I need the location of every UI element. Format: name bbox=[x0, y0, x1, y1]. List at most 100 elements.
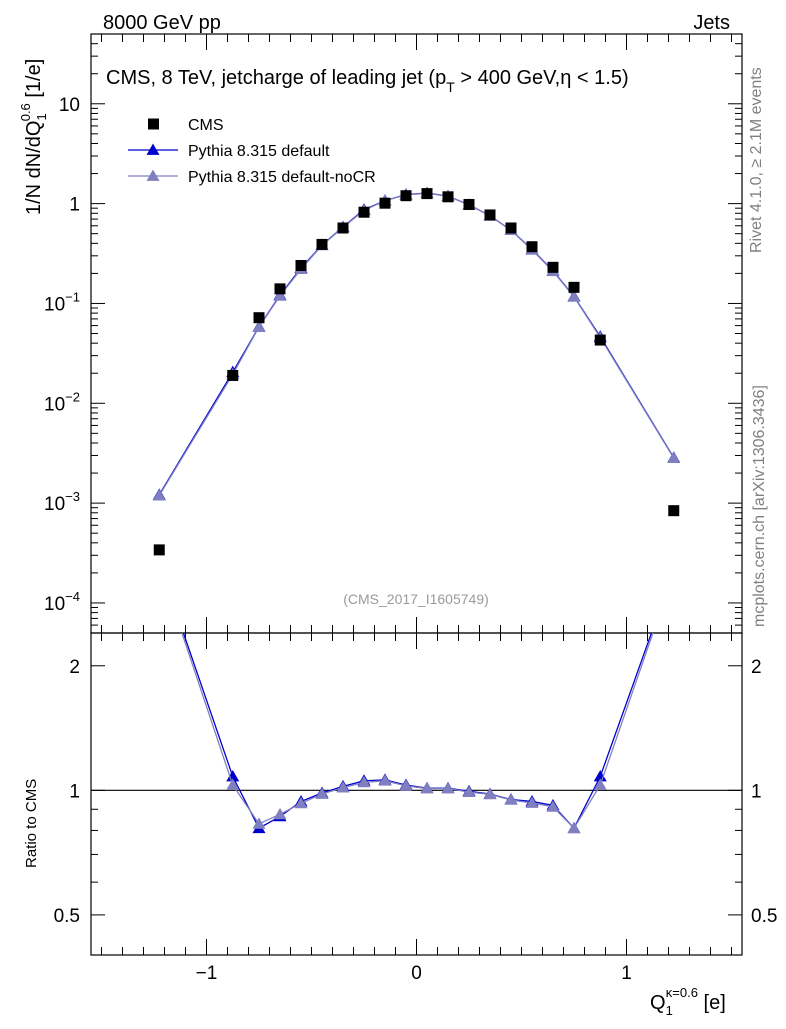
pythia-nocr-ratio-point bbox=[336, 781, 350, 793]
y-tick-label-exponent: −2 bbox=[65, 389, 80, 404]
x-tick-label: 1 bbox=[621, 963, 632, 984]
ratio-tick-label-right: 1 bbox=[751, 781, 762, 802]
pythia-nocr-ratio-point bbox=[399, 779, 413, 791]
pythia-nocr-ratio-point bbox=[315, 787, 329, 799]
pythia-default-ratio-point bbox=[153, 556, 166, 567]
cms-data-point bbox=[316, 238, 328, 250]
x-label-subscript: 1 bbox=[666, 1003, 673, 1018]
y-tick-label: 10−1 bbox=[44, 289, 80, 315]
pythia-default-ratio-point bbox=[226, 770, 240, 782]
ratio-tick-label: 0.5 bbox=[54, 906, 80, 927]
y-tick-label-base: 10 bbox=[59, 95, 80, 116]
cms-data-point bbox=[442, 191, 454, 203]
rivet-version-label: Rivet 4.1.0, ≥ 2.1M events bbox=[748, 67, 765, 253]
pythia-nocr-ratio-point bbox=[153, 559, 166, 570]
legend-cms-marker bbox=[148, 118, 159, 130]
plot-title-subscript: T bbox=[446, 79, 455, 95]
y-tick-label-base: 10 bbox=[44, 594, 65, 615]
y-tick-label-exponent: −1 bbox=[65, 289, 80, 304]
main-y-axis-label: 1/N dN/dQ10.6 [1/e] bbox=[18, 59, 49, 215]
cms-data-point bbox=[547, 261, 559, 273]
pythia-nocr-ratio-point bbox=[252, 817, 266, 829]
pythia-nocr-ratio-point bbox=[667, 567, 680, 578]
x-axis: −1 0 1 bbox=[101, 34, 732, 984]
pythia-nocr-point bbox=[252, 320, 266, 332]
y-tick-label-base: 1 bbox=[69, 195, 80, 216]
y-tick-label-exponent: −3 bbox=[65, 489, 80, 504]
pythia-nocr-point bbox=[567, 290, 581, 302]
x-label-superscript: κ=0.6 bbox=[666, 985, 698, 1000]
legend: CMS Pythia 8.315 default Pythia 8.315 defa… bbox=[128, 117, 376, 186]
y-tick-label: 10 bbox=[59, 95, 80, 116]
x-tick-label: −1 bbox=[196, 963, 218, 984]
y-tick-label-base: 10 bbox=[44, 494, 65, 515]
ratio-plot-frame bbox=[90, 632, 743, 956]
pythia-nocr-ratio-point bbox=[420, 782, 434, 794]
plot-title-text: CMS, 8 TeV, jetcharge of leading jet (p bbox=[106, 67, 446, 89]
cms-data-point bbox=[253, 312, 265, 324]
pythia-nocr-ratio-point bbox=[273, 807, 287, 820]
y-label-subscript: 1 bbox=[34, 113, 49, 120]
ratio-y-axis: 0.5 0.5 1 1 2 2 bbox=[54, 657, 777, 956]
cms-data-point bbox=[526, 241, 538, 253]
cms-data-point bbox=[421, 188, 433, 200]
cms-data-point bbox=[568, 281, 580, 293]
pythia-nocr-ratio-point bbox=[441, 782, 455, 794]
ratio-tick-label-right: 0.5 bbox=[751, 906, 777, 927]
x-axis-label: Q1 κ=0.6 [e] bbox=[650, 985, 726, 1018]
pythia-nocr-ratio-point bbox=[294, 796, 308, 809]
pythia-nocr-ratio-point bbox=[226, 778, 240, 790]
pythia-nocr-ratio-point bbox=[504, 793, 518, 805]
cms-data-point bbox=[153, 544, 165, 556]
x-tick-label: 0 bbox=[411, 963, 422, 984]
cms-data-point bbox=[484, 209, 496, 221]
legend-entry-label: Pythia 8.315 default-noCR bbox=[188, 169, 376, 186]
cms-data-point bbox=[227, 369, 239, 381]
y-tick-label: 10−4 bbox=[44, 589, 80, 615]
header-group-label: Jets bbox=[693, 12, 730, 34]
plot-title-rest: > 400 GeV,η < 1.5) bbox=[455, 67, 629, 89]
plot-title: CMS, 8 TeV, jetcharge of leading jet (pT… bbox=[106, 67, 629, 95]
ratio-y-axis-label: Ratio to CMS bbox=[23, 779, 40, 868]
pythia-nocr-ratio-point bbox=[525, 796, 539, 808]
ratio-tick-label: 2 bbox=[69, 657, 80, 678]
legend-default-marker bbox=[146, 143, 160, 155]
pythia-nocr-point bbox=[152, 489, 166, 501]
y-tick-label-base: 10 bbox=[44, 394, 65, 415]
legend-entry-label: Pythia 8.315 default bbox=[188, 143, 330, 160]
pythia-nocr-ratio-point bbox=[567, 821, 581, 834]
analysis-watermark: (CMS_2017_I1605749) bbox=[343, 591, 489, 607]
legend-nocr-marker bbox=[146, 169, 160, 181]
cms-data-point bbox=[337, 222, 349, 234]
header-energy-label: 8000 GeV pp bbox=[103, 12, 221, 34]
cms-data-point bbox=[668, 505, 680, 517]
pythia-nocr-ratio-point bbox=[483, 787, 497, 800]
cms-data-point bbox=[295, 259, 307, 271]
cms-data-point bbox=[379, 197, 391, 209]
ratio-data-layer bbox=[153, 556, 680, 834]
y-tick-label: 1 bbox=[69, 195, 80, 216]
pythia-nocr-point bbox=[667, 451, 681, 464]
y-tick-label: 10−3 bbox=[44, 489, 80, 515]
y-tick-label-base: 10 bbox=[44, 294, 65, 315]
y-label-unit: [1/e] bbox=[23, 59, 45, 103]
mcplots-label: mcplots.cern.ch [arXiv:1306.3436] bbox=[751, 385, 768, 627]
pythia-nocr-ratio-point bbox=[357, 775, 371, 788]
ratio-tick-label: 1 bbox=[69, 781, 80, 802]
cms-data-point bbox=[594, 334, 606, 346]
cms-data-point bbox=[274, 283, 286, 295]
legend-entry-label: CMS bbox=[188, 117, 224, 134]
pythia-default-ratio-point bbox=[593, 770, 607, 782]
pythia-nocr-ratio-point bbox=[593, 778, 607, 790]
y-tick-label: 10−2 bbox=[44, 389, 80, 415]
pythia-nocr-ratio-line bbox=[181, 633, 654, 830]
pythia-default-ratio-point bbox=[667, 564, 680, 575]
cms-data-point bbox=[358, 206, 370, 218]
main-data-layer bbox=[152, 186, 681, 556]
cms-data-point bbox=[463, 198, 475, 210]
pythia-nocr-ratio-point bbox=[378, 774, 392, 786]
y-label-superscript: 0.6 bbox=[18, 103, 33, 121]
y-tick-label-exponent: −4 bbox=[65, 589, 80, 604]
